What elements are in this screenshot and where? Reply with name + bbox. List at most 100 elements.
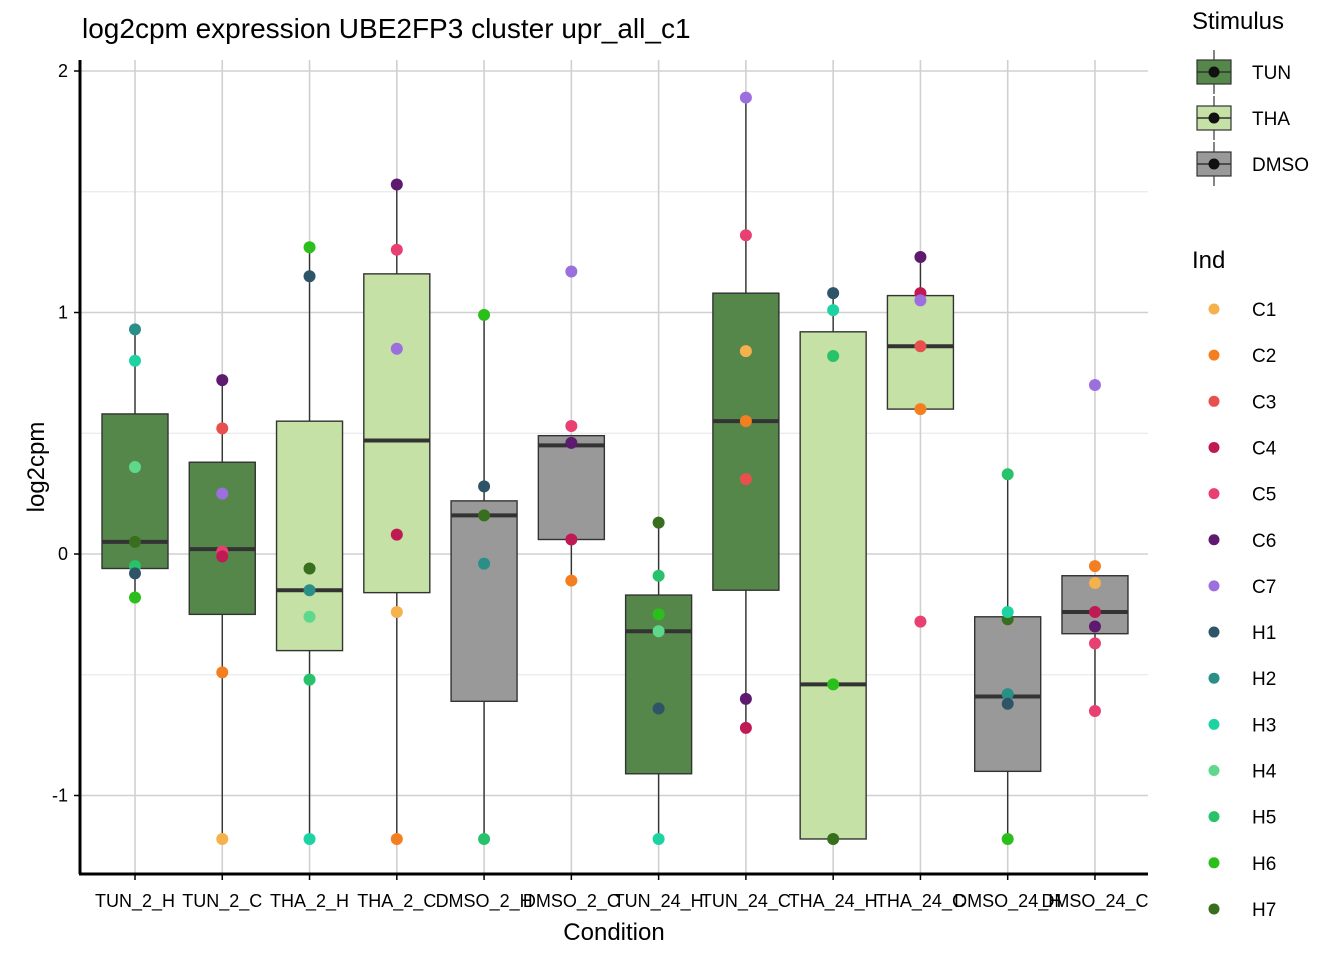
point-H3 xyxy=(129,354,141,367)
y-tick-label: -1 xyxy=(52,786,68,806)
legend-ind-point-C2 xyxy=(1208,349,1220,361)
point-H5 xyxy=(303,673,316,686)
point-H1 xyxy=(1001,697,1014,710)
point-C4 xyxy=(565,533,578,546)
point-C5 xyxy=(1088,704,1101,717)
point-C5 xyxy=(914,615,927,628)
legend-ind-label: C5 xyxy=(1252,485,1276,506)
point-H6 xyxy=(1001,832,1014,845)
point-C6 xyxy=(739,692,752,705)
x-tick-label: DMSO_2_C xyxy=(523,891,620,912)
point-H5 xyxy=(1001,468,1014,481)
point-C6 xyxy=(1088,620,1101,633)
point-H1 xyxy=(827,287,840,300)
point-C2 xyxy=(216,666,229,679)
x-tick-label: TUN_24_C xyxy=(701,891,791,912)
legend-ind-label: H7 xyxy=(1252,900,1276,921)
point-H7 xyxy=(303,562,316,575)
legend-ind-point-C7 xyxy=(1208,580,1220,592)
legend-ind-label: H1 xyxy=(1252,623,1276,644)
box-THA_24_C xyxy=(886,294,955,410)
point-H3 xyxy=(652,832,665,845)
y-tick-label: 0 xyxy=(58,544,68,564)
point-C7 xyxy=(390,342,403,355)
point-C7 xyxy=(565,265,578,278)
box-TUN_24_C xyxy=(712,292,780,591)
legend-ind-point-H4 xyxy=(1208,765,1220,776)
point-C3 xyxy=(216,422,229,435)
legend-stimulus-label: TUN xyxy=(1252,63,1291,84)
legend-ind-point-C5 xyxy=(1208,488,1220,500)
legend-ind-title: Ind xyxy=(1192,247,1225,274)
point-C7 xyxy=(1088,378,1101,391)
box-TUN_2_C xyxy=(188,461,256,616)
point-H6 xyxy=(652,608,665,621)
axis-layer xyxy=(78,60,1148,876)
point-H1 xyxy=(652,702,665,715)
point-H7 xyxy=(478,509,491,522)
point-H1 xyxy=(129,567,141,580)
x-tick-label: TUN_2_C xyxy=(182,891,262,912)
point-H5 xyxy=(827,349,840,362)
point-H3 xyxy=(1001,605,1014,618)
point-H4 xyxy=(129,461,141,474)
point-C2 xyxy=(1088,560,1101,573)
legend-ind-point-C4 xyxy=(1208,441,1220,453)
legend-ind-label: C4 xyxy=(1252,438,1277,459)
legend-ind-point-H3 xyxy=(1208,718,1220,730)
y-axis-title: log2cpm xyxy=(23,422,50,513)
point-C6 xyxy=(390,178,403,191)
point-H5 xyxy=(652,569,665,582)
point-C5 xyxy=(1088,637,1101,650)
legend-ind-label: H5 xyxy=(1252,808,1276,829)
legend-ind-point-H2 xyxy=(1208,672,1220,684)
x-tick-label: DMSO_24_C xyxy=(1041,891,1148,912)
point-C5 xyxy=(390,243,403,256)
box-layer xyxy=(101,97,1129,840)
point-H3 xyxy=(827,304,840,317)
legend-stimulus-label: DMSO xyxy=(1252,155,1309,176)
point-C1 xyxy=(739,345,752,358)
point-H6 xyxy=(303,241,316,254)
legend-ind-label: C3 xyxy=(1252,392,1276,413)
point-C4 xyxy=(1088,605,1101,618)
box-DMSO_2_C xyxy=(537,434,606,541)
legend-ind-point-H7 xyxy=(1208,903,1220,915)
legend-ind-point-C6 xyxy=(1208,534,1220,546)
point-C4 xyxy=(739,721,752,734)
point-layer xyxy=(129,91,1101,845)
x-axis-title: Condition xyxy=(563,919,664,946)
x-tick-label: THA_24_C xyxy=(876,891,965,912)
legend-ind-point-H6 xyxy=(1208,857,1220,869)
x-tick-label: THA_24_H xyxy=(789,891,878,912)
point-H4 xyxy=(303,610,316,623)
point-H2 xyxy=(1001,688,1014,701)
point-C2 xyxy=(390,832,403,845)
point-C5 xyxy=(565,420,578,433)
point-C7 xyxy=(739,91,752,104)
point-H2 xyxy=(478,557,491,570)
x-tick-label: THA_2_H xyxy=(270,891,349,912)
point-H3 xyxy=(303,832,316,845)
point-H7 xyxy=(827,832,840,845)
point-H2 xyxy=(303,584,316,597)
y-tick-label: 1 xyxy=(58,303,68,323)
y-tick-label: 2 xyxy=(58,61,68,81)
legend-ind-point-H5 xyxy=(1208,811,1220,823)
point-C4 xyxy=(216,550,229,563)
point-C1 xyxy=(216,832,229,845)
point-C4 xyxy=(390,528,403,541)
x-tick-label: DMSO_2_H xyxy=(436,891,533,912)
point-C6 xyxy=(216,374,229,387)
chart-title: log2cpm expression UBE2FP3 cluster upr_a… xyxy=(82,13,691,44)
legend-ind-label: H3 xyxy=(1252,715,1276,736)
legend-ind-label: C7 xyxy=(1252,577,1276,598)
point-H1 xyxy=(478,480,491,493)
legend-ind-label: H2 xyxy=(1252,669,1276,690)
point-C2 xyxy=(565,574,578,587)
box-TUN_24_H xyxy=(624,594,693,775)
legend-stimulus-point xyxy=(1208,112,1220,124)
point-C1 xyxy=(390,605,403,618)
